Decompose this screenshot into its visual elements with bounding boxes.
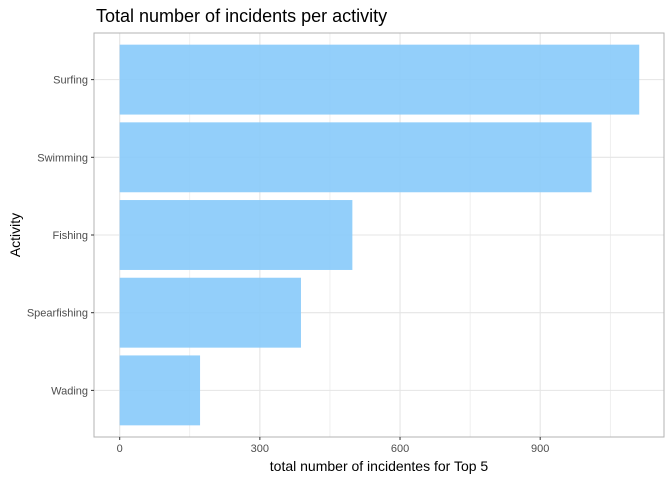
bar-fishing [119, 200, 353, 270]
y-tick-label-surfing: Surfing [53, 75, 88, 87]
x-tick-label: 0 [117, 443, 123, 455]
x-tick-label: 300 [251, 443, 269, 455]
bar-surfing [119, 44, 640, 115]
x-axis-title: total number of incidentes for Top 5 [270, 458, 489, 474]
x-axis-ticks: 0 300 600 900 [117, 437, 549, 455]
x-tick-label: 900 [531, 443, 549, 455]
y-tick-label-swimming: Swimming [37, 152, 88, 164]
bar-wading [119, 355, 201, 426]
y-axis-title: Activity [7, 213, 23, 257]
bar-swimming [119, 122, 592, 193]
y-tick-label-spearfishing: Spearfishing [27, 308, 88, 320]
y-axis-ticks: Surfing Swimming Fishing Spearfishing Wading [27, 75, 94, 397]
chart-title: Total number of incidents per activity [96, 6, 387, 26]
bars-layer [119, 44, 640, 426]
y-tick-label-fishing: Fishing [53, 230, 88, 242]
x-tick-label: 600 [391, 443, 409, 455]
y-tick-label-wading: Wading [51, 385, 88, 397]
bar-spearfishing [119, 277, 301, 348]
